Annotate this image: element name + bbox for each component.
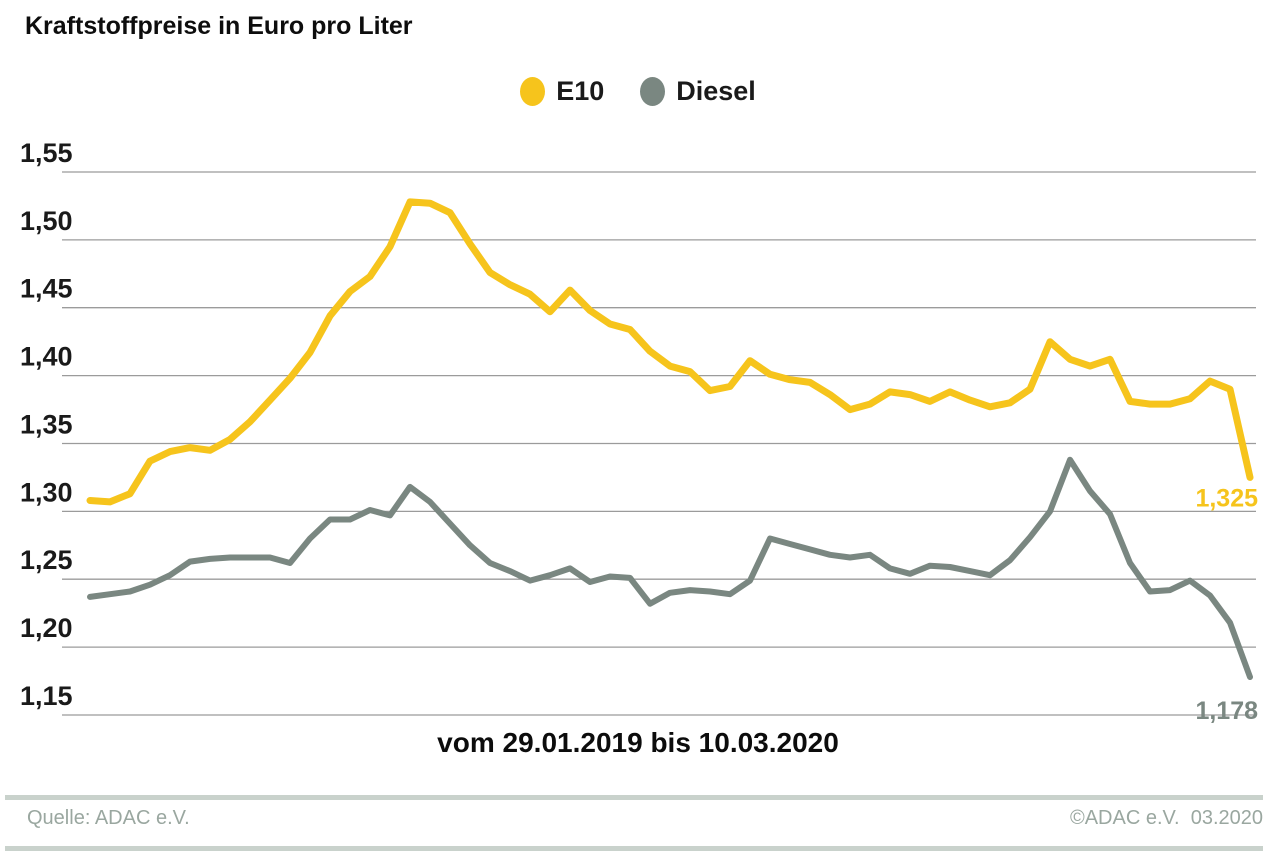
diesel-end-label: 1,178 — [1195, 697, 1258, 725]
y-tick-label: 1,40 — [20, 342, 73, 372]
page-title: Kraftstoffpreise in Euro pro Liter — [25, 12, 413, 40]
y-tick-label: 1,20 — [20, 613, 73, 643]
y-tick-label: 1,55 — [20, 138, 73, 168]
y-tick-label: 1,50 — [20, 206, 73, 236]
diesel-line — [87, 456, 1253, 680]
legend-item-diesel: Diesel — [640, 76, 756, 107]
diesel-legend-label: Diesel — [676, 76, 756, 106]
e10-legend-label: E10 — [556, 76, 605, 106]
y-tick-label: 1,35 — [20, 410, 73, 440]
x-axis-caption: vom 29.01.2019 bis 10.03.2020 — [437, 727, 839, 758]
copyright-note: ©ADAC e.V. 03.2020 — [1069, 807, 1263, 829]
footer-divider-top — [5, 795, 1263, 800]
chart-legend: E10 Diesel — [0, 76, 1276, 107]
y-tick-label: 1,30 — [20, 477, 73, 507]
diesel-legend-dot-icon — [640, 77, 666, 106]
y-tick-label: 1,25 — [20, 545, 73, 575]
footer-divider-bottom — [5, 846, 1263, 851]
e10-line — [86, 198, 1254, 506]
y-tick-label: 1,15 — [20, 681, 73, 711]
y-tick-label: 1,45 — [20, 274, 73, 304]
source-note: Quelle: ADAC e.V. — [27, 807, 190, 829]
e10-legend-dot-icon — [520, 77, 546, 106]
legend-item-e10: E10 — [520, 76, 604, 107]
e10-end-label: 1,325 — [1195, 484, 1258, 512]
